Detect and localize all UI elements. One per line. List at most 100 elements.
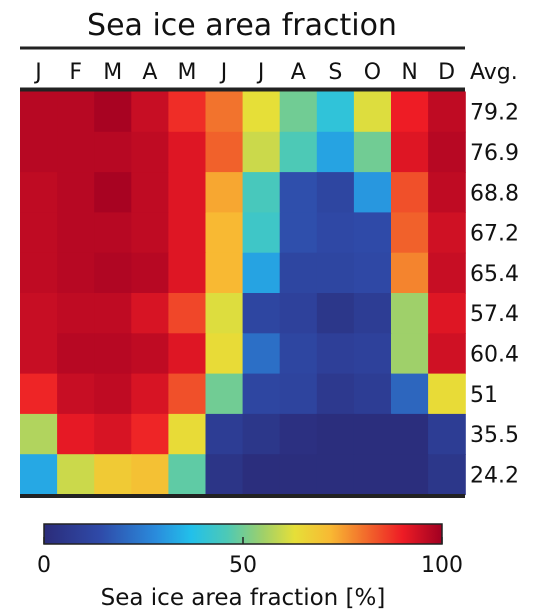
heatmap-cell [94, 131, 132, 173]
heatmap-cells [20, 91, 466, 496]
heatmap-cell [168, 212, 207, 254]
heatmap-cell [20, 293, 58, 334]
column-label: M [103, 60, 122, 85]
row-average-label: 24.2 [470, 463, 519, 488]
heatmap-cell [316, 212, 355, 254]
row-average-labels: 79.2 76.9 68.8 67.2 65.4 57.4 60.4 51 35.5 24.2 [470, 101, 519, 489]
heatmap-cell [279, 131, 318, 173]
heatmap-cell [316, 413, 355, 455]
heatmap-cell [57, 413, 95, 455]
heatmap-cell [57, 373, 95, 415]
heatmap-cell [242, 333, 281, 375]
heatmap-cell [94, 454, 132, 496]
heatmap-cell [279, 373, 318, 415]
heatmap-cell [205, 252, 244, 294]
heatmap-cell [316, 172, 355, 213]
heatmap-cell [353, 333, 392, 375]
heatmap-cell [391, 373, 429, 415]
column-label: O [364, 60, 381, 85]
heatmap-cell [428, 413, 466, 455]
heatmap-cell [279, 413, 318, 455]
heatmap-cell [205, 91, 244, 133]
column-label: M [177, 60, 196, 85]
heatmap-cell [353, 454, 392, 496]
heatmap-cell [168, 172, 207, 213]
heatmap-cell [242, 413, 281, 455]
heatmap-cell [131, 413, 169, 455]
column-label: A [142, 60, 157, 85]
heatmap-cell [316, 91, 355, 133]
heatmap-cell [94, 373, 132, 415]
heatmap-cell [57, 212, 95, 254]
heatmap-cell [353, 212, 392, 254]
heatmap-cell [131, 212, 169, 254]
heatmap-cell [279, 212, 318, 254]
heatmap-cell [316, 333, 355, 375]
heatmap-cell [353, 373, 392, 415]
heatmap-cell [168, 91, 207, 133]
heatmap-cell [168, 454, 207, 496]
heatmap-cell [353, 91, 392, 133]
heatmap-cell [391, 91, 429, 133]
heatmap-cell [57, 293, 95, 334]
column-label: J [33, 60, 42, 85]
heatmap-cell [131, 293, 169, 334]
heatmap-cell [279, 454, 318, 496]
heatmap-cell [391, 212, 429, 254]
colorbar-ticks: 0 50 100 [37, 537, 463, 578]
chart-title: Sea ice area fraction [87, 8, 397, 43]
heatmap-cell [353, 413, 392, 455]
heatmap-cell [205, 333, 244, 375]
heatmap-cell [205, 413, 244, 455]
heatmap-cell [279, 91, 318, 133]
heatmap-cell [316, 293, 355, 334]
heatmap-cell [391, 454, 429, 496]
heatmap-cell [94, 172, 132, 213]
heatmap-cell [279, 172, 318, 213]
heatmap-cell [57, 131, 95, 173]
heatmap-cell [428, 91, 466, 133]
heatmap-cell [391, 333, 429, 375]
heatmap-cell [391, 172, 429, 213]
heatmap-cell [94, 91, 132, 133]
colorbar-tick-label: 100 [421, 553, 463, 578]
heatmap-cell [205, 172, 244, 213]
heatmap-cell [391, 252, 429, 294]
heatmap-cell [168, 373, 207, 415]
heatmap-cell [131, 131, 169, 173]
heatmap-cell [168, 413, 207, 455]
heatmap-cell [20, 252, 58, 294]
heatmap-cell [242, 131, 281, 173]
row-average-label: 65.4 [470, 262, 519, 287]
heatmap-cell [428, 212, 466, 254]
heatmap-cell [57, 252, 95, 294]
heatmap-cell [428, 131, 466, 173]
row-average-label: 79.2 [470, 101, 519, 126]
heatmap-cell [353, 172, 392, 213]
column-label: A [291, 60, 306, 85]
heatmap-cell [20, 131, 58, 173]
heatmap-cell [242, 454, 281, 496]
heatmap-cell [428, 172, 466, 213]
heatmap-cell [316, 252, 355, 294]
heatmap-cell [131, 172, 169, 213]
heatmap-cell [205, 454, 244, 496]
heatmap-cell [242, 172, 281, 213]
column-label: D [438, 60, 455, 85]
heatmap-cell [316, 373, 355, 415]
row-average-label: 67.2 [470, 222, 519, 247]
row-average-label: 57.4 [470, 302, 519, 327]
heatmap-cell [428, 293, 466, 334]
heatmap-cell [94, 293, 132, 334]
heatmap-cell [20, 212, 58, 254]
heatmap-cell [168, 333, 207, 375]
heatmap-cell [20, 91, 58, 133]
heatmap-cell [279, 252, 318, 294]
heatmap-cell [242, 212, 281, 254]
heatmap-cell [57, 454, 95, 496]
avg-header: Avg. [470, 60, 518, 85]
heatmap-cell [242, 252, 281, 294]
heatmap-cell [168, 252, 207, 294]
heatmap-cell [428, 454, 466, 496]
